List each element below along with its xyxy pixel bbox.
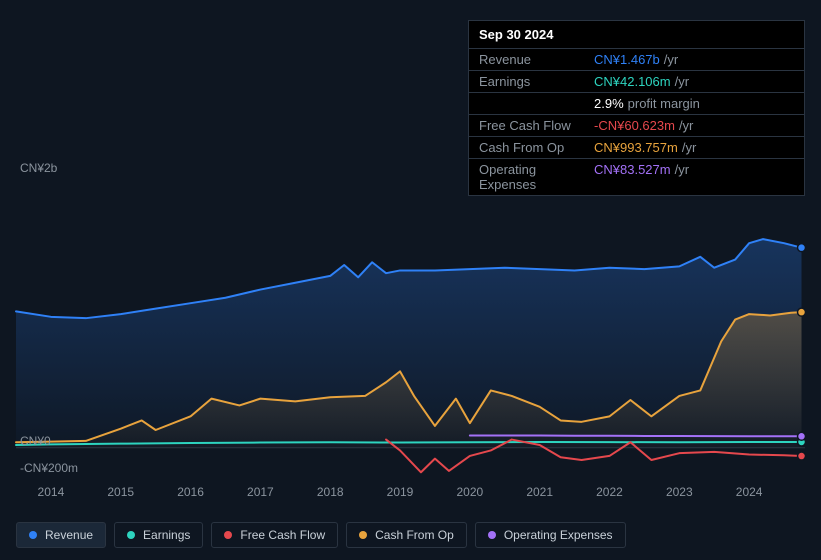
tooltip-unit: profit margin bbox=[628, 96, 700, 111]
legend-label: Revenue bbox=[45, 528, 93, 542]
legend-swatch bbox=[224, 531, 232, 539]
tooltip-value: CN¥993.757m bbox=[594, 140, 678, 155]
x-axis-tick: 2017 bbox=[247, 485, 274, 499]
x-axis-tick: 2015 bbox=[107, 485, 134, 499]
chart-tooltip: Sep 30 2024 RevenueCN¥1.467b/yrEarningsC… bbox=[468, 20, 805, 196]
tooltip-row: 2.9% profit margin bbox=[469, 93, 804, 115]
x-axis-tick: 2023 bbox=[666, 485, 693, 499]
legend-label: Earnings bbox=[143, 528, 190, 542]
x-axis-tick: 2014 bbox=[38, 485, 65, 499]
legend-swatch bbox=[488, 531, 496, 539]
legend-item-operatingexpenses[interactable]: Operating Expenses bbox=[475, 522, 626, 548]
tooltip-row: EarningsCN¥42.106m/yr bbox=[469, 71, 804, 93]
tooltip-label: Cash From Op bbox=[479, 140, 594, 155]
tooltip-row: Cash From OpCN¥993.757m/yr bbox=[469, 137, 804, 159]
tooltip-unit: /yr bbox=[664, 52, 678, 67]
x-axis-tick: 2022 bbox=[596, 485, 623, 499]
legend-label: Free Cash Flow bbox=[240, 528, 325, 542]
y-axis-label: -CN¥200m bbox=[20, 461, 78, 475]
tooltip-label: Free Cash Flow bbox=[479, 118, 594, 133]
tooltip-label: Earnings bbox=[479, 74, 594, 89]
tooltip-unit: /yr bbox=[679, 118, 693, 133]
legend-swatch bbox=[127, 531, 135, 539]
legend-item-earnings[interactable]: Earnings bbox=[114, 522, 203, 548]
x-axis-tick: 2021 bbox=[526, 485, 553, 499]
legend-swatch bbox=[29, 531, 37, 539]
legend-label: Cash From Op bbox=[375, 528, 454, 542]
tooltip-value: CN¥1.467b bbox=[594, 52, 660, 67]
x-axis-tick: 2024 bbox=[736, 485, 763, 499]
tooltip-row: Free Cash Flow-CN¥60.623m/yr bbox=[469, 115, 804, 137]
tooltip-unit: /yr bbox=[675, 162, 689, 177]
tooltip-value: CN¥42.106m bbox=[594, 74, 671, 89]
tooltip-unit: /yr bbox=[682, 140, 696, 155]
x-axis-tick: 2018 bbox=[317, 485, 344, 499]
legend-item-cashfromop[interactable]: Cash From Op bbox=[346, 522, 467, 548]
legend-item-revenue[interactable]: Revenue bbox=[16, 522, 106, 548]
tooltip-row: Operating ExpensesCN¥83.527m/yr bbox=[469, 159, 804, 195]
tooltip-value: CN¥83.527m bbox=[594, 162, 671, 177]
x-axis-tick: 2016 bbox=[177, 485, 204, 499]
tooltip-label: Revenue bbox=[479, 52, 594, 67]
y-axis-label: CN¥2b bbox=[20, 161, 57, 175]
tooltip-label: Operating Expenses bbox=[479, 162, 594, 192]
legend-label: Operating Expenses bbox=[504, 528, 613, 542]
tooltip-row: RevenueCN¥1.467b/yr bbox=[469, 49, 804, 71]
x-axis-tick: 2020 bbox=[456, 485, 483, 499]
tooltip-value: 2.9% bbox=[594, 96, 624, 111]
tooltip-unit: /yr bbox=[675, 74, 689, 89]
y-axis-label: CN¥0 bbox=[20, 434, 51, 448]
chart-legend: Revenue Earnings Free Cash Flow Cash From O… bbox=[16, 522, 626, 548]
tooltip-value: -CN¥60.623m bbox=[594, 118, 675, 133]
x-axis-tick: 2019 bbox=[387, 485, 414, 499]
legend-swatch bbox=[359, 531, 367, 539]
x-axis-ticks: 2014 2015 2016 2017 2018 2019 2020 2021 2022 2023… bbox=[16, 485, 805, 501]
tooltip-date: Sep 30 2024 bbox=[469, 21, 804, 49]
legend-item-freecashflow[interactable]: Free Cash Flow bbox=[211, 522, 338, 548]
